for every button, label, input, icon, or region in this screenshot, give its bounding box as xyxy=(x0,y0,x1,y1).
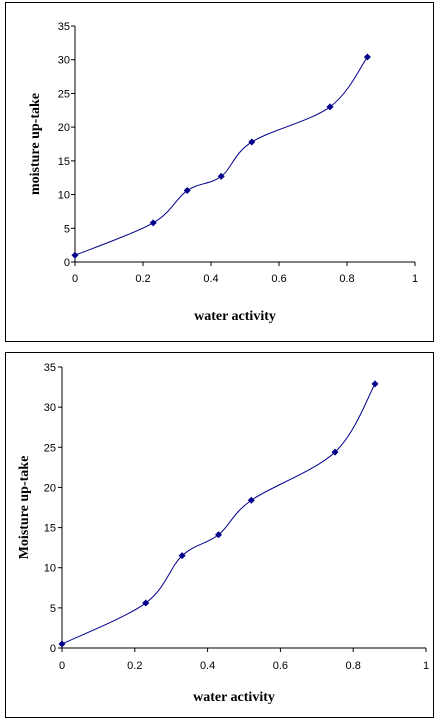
chart-panel-2: 0 5 10 15 20 25 30 35 0 0.2 0.4 0.6 0.8 1 water activi… xyxy=(5,352,434,718)
x-tick-label: 0.6 xyxy=(273,660,288,672)
x-tick-label: 1 xyxy=(423,660,429,672)
y-tick-label: 10 xyxy=(58,190,70,202)
x-tick-label: 0 xyxy=(72,273,78,285)
data-point-marker xyxy=(371,380,379,388)
y-tick-label: 5 xyxy=(64,223,70,235)
data-point-marker xyxy=(149,219,157,227)
data-point-marker xyxy=(217,172,225,180)
data-point-marker xyxy=(58,640,66,648)
y-tick-label: 15 xyxy=(44,523,56,535)
x-axis-title: water activity xyxy=(194,309,276,324)
x-tick-label: 0.4 xyxy=(200,660,215,672)
chart-panel-1: 0 5 10 15 20 25 30 35 0 0.2 0.4 0.6 0.8 1 water activi… xyxy=(5,2,434,342)
chart-1: 0 5 10 15 20 25 30 35 0 0.2 0.4 0.6 0.8 1 water activi… xyxy=(28,21,418,324)
x-tick-label: 0 xyxy=(59,660,65,672)
x-tick-label: 1 xyxy=(412,273,418,285)
y-tick-label: 15 xyxy=(58,156,70,168)
x-tick-label: 0.8 xyxy=(339,273,354,285)
data-point-marker xyxy=(363,53,371,61)
y-tick-label: 35 xyxy=(58,21,70,33)
y-tick-label: 30 xyxy=(44,402,56,414)
y-tick-label: 35 xyxy=(44,362,56,374)
series-line xyxy=(61,383,376,645)
data-point-marker xyxy=(71,251,79,259)
y-tick-label: 5 xyxy=(50,603,56,615)
data-point-marker xyxy=(142,599,150,607)
x-tick-label: 0.2 xyxy=(135,273,150,285)
y-tick-label: 10 xyxy=(44,563,56,575)
data-point-marker xyxy=(178,552,186,560)
y-tick-label: 0 xyxy=(50,643,56,655)
y-tick-label: 30 xyxy=(58,55,70,67)
x-tick-label: 0.4 xyxy=(203,273,218,285)
data-point-marker xyxy=(331,448,339,456)
data-point-marker xyxy=(247,496,255,504)
x-tick-label: 0.6 xyxy=(271,273,286,285)
data-point-marker xyxy=(215,531,223,539)
data-point-marker xyxy=(326,103,334,111)
y-tick-label: 25 xyxy=(44,442,56,454)
y-tick-label: 20 xyxy=(58,122,70,134)
x-axis-title: water activity xyxy=(193,690,275,705)
data-point-marker xyxy=(183,187,191,195)
y-axis-title: Moisture up-take xyxy=(17,456,32,560)
chart-2: 0 5 10 15 20 25 30 35 0 0.2 0.4 0.6 0.8 1 water activi… xyxy=(17,362,429,705)
x-tick-label: 0.8 xyxy=(346,660,361,672)
y-tick-label: 25 xyxy=(58,88,70,100)
x-tick-label: 0.2 xyxy=(127,660,142,672)
y-tick-label: 0 xyxy=(64,257,70,269)
data-point-marker xyxy=(248,138,256,146)
y-axis-title: moisture up-take xyxy=(28,93,43,195)
series-line xyxy=(74,56,368,256)
y-tick-label: 20 xyxy=(44,482,56,494)
